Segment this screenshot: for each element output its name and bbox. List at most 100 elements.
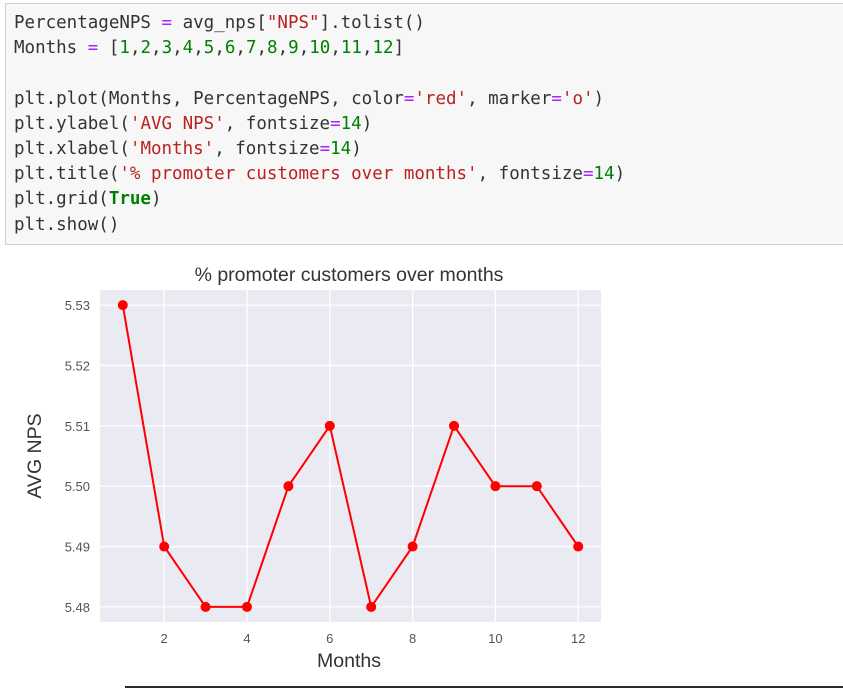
code-token: , [129,38,141,59]
code-token: 14 [593,164,615,185]
code-token: True [108,189,151,210]
code-token: plt.show() [14,214,120,235]
code-token: , [277,38,289,59]
code-token: , marker [467,88,552,109]
code-line: plt.plot(Months, PercentageNPS, color='r… [14,87,843,112]
x-tick-label: 4 [243,631,250,646]
code-token: , fontsize [224,113,331,134]
code-token: PercentageNPS [14,13,162,33]
bottom-divider [125,686,843,688]
code-token: ) [361,113,373,134]
code-token: 9 [288,38,299,59]
code-token: = [319,138,331,159]
code-cell[interactable]: PercentageNPS = avg_nps["NPS"].tolist() M… [5,3,843,245]
code-token: , [256,38,268,59]
code-token: , [193,38,204,59]
code-token: 2 [140,38,152,59]
code-token: 3 [161,38,173,59]
code-token: = [551,88,562,109]
code-token: , [298,38,310,59]
code-token: , [235,38,246,59]
code-token: plt.grid( [14,189,109,210]
x-axis-label: Months [317,650,381,672]
code-line: plt.show() [14,213,843,238]
y-tick-label: 5.51 [65,419,90,434]
code-token: ) [351,138,362,159]
x-tick-label: 2 [161,631,168,646]
code-token: = [161,13,173,33]
code-token: , [151,38,162,59]
code-token: = [87,38,99,59]
y-axis-label: AVG NPS [24,413,46,498]
data-point [324,420,335,431]
code-token: , fontsize [477,164,583,185]
code-token: 11 [340,38,362,59]
y-tick-label: 5.49 [65,540,90,555]
code-token: 5 [203,38,215,59]
data-point [573,541,584,552]
x-tick-label: 10 [488,631,502,646]
data-point [366,601,377,612]
code-token: 14 [340,113,362,134]
x-tick-label: 8 [409,631,416,646]
code-token: plt.xlabel( [14,138,130,159]
code-token: '% promoter customers over months' [119,164,478,185]
code-token: ) [614,164,626,185]
code-token: , [361,38,373,59]
x-tick-labels: 2 4 6 8 10 12 [161,631,586,646]
code-token: = [330,113,341,134]
output-area: % promoter customers over months 5.48 5.4… [0,250,843,690]
code-token: ) [150,189,162,210]
data-point [531,481,542,492]
y-tick-labels: 5.48 5.49 5.50 5.51 5.52 5.53 [65,298,90,615]
code-token: 'red' [414,88,468,109]
code-token: 1 [119,38,130,59]
code-line [14,61,843,86]
code-token: ) [593,88,605,109]
code-line: PercentageNPS = avg_nps["NPS"].tolist() [14,11,843,36]
code-token: 6 [224,38,236,59]
data-point [407,541,418,552]
data-point [159,541,170,552]
series-line [121,304,580,610]
code-line: plt.xlabel('Months', fontsize=14) [14,137,843,162]
code-line: plt.title('% promoter customers over mon… [14,162,843,187]
data-point [283,481,294,492]
y-tick-label: 5.48 [65,600,90,615]
chart-title: % promoter customers over months [195,264,504,286]
code-token: 4 [182,38,194,59]
code-token: 'Months' [129,138,215,159]
code-line: Months = [1,2,3,4,5,6,7,8,9,10,11,12] [14,36,843,61]
code-token: 'AVG NPS' [129,113,225,134]
code-line: plt.grid(True) [14,187,843,212]
grid-lines [100,290,601,622]
plot-area [100,290,601,622]
code-token: plt.title( [14,164,120,185]
series-markers [117,300,584,612]
y-tick-label: 5.50 [65,479,90,494]
code-token: = [582,164,594,185]
line-chart: % promoter customers over months 5.485.4… [24,264,601,672]
data-point [490,481,501,492]
code-token: 8 [267,38,278,59]
code-token: , [172,38,183,59]
code-token: ].tolist() [319,13,425,33]
code-token: 'o' [561,88,594,109]
data-point [200,601,211,612]
y-tick-label: 5.52 [65,358,90,373]
code-token: 14 [330,138,352,159]
code-token: "NPS" [266,13,320,33]
code-token: , [330,38,341,59]
code-token: plt.plot(Months, PercentageNPS, color [14,88,404,109]
code-token: 10 [309,38,331,59]
code-token: ] [393,38,405,59]
data-point [117,300,128,311]
code-token: 12 [372,38,394,59]
y-tick-label: 5.53 [65,298,90,313]
code-token: , [214,38,225,59]
code-token: = [403,88,415,109]
data-point [241,601,252,612]
code-token: 7 [245,38,257,59]
code-token: , fontsize [214,138,320,159]
code-token: Months [14,38,88,59]
